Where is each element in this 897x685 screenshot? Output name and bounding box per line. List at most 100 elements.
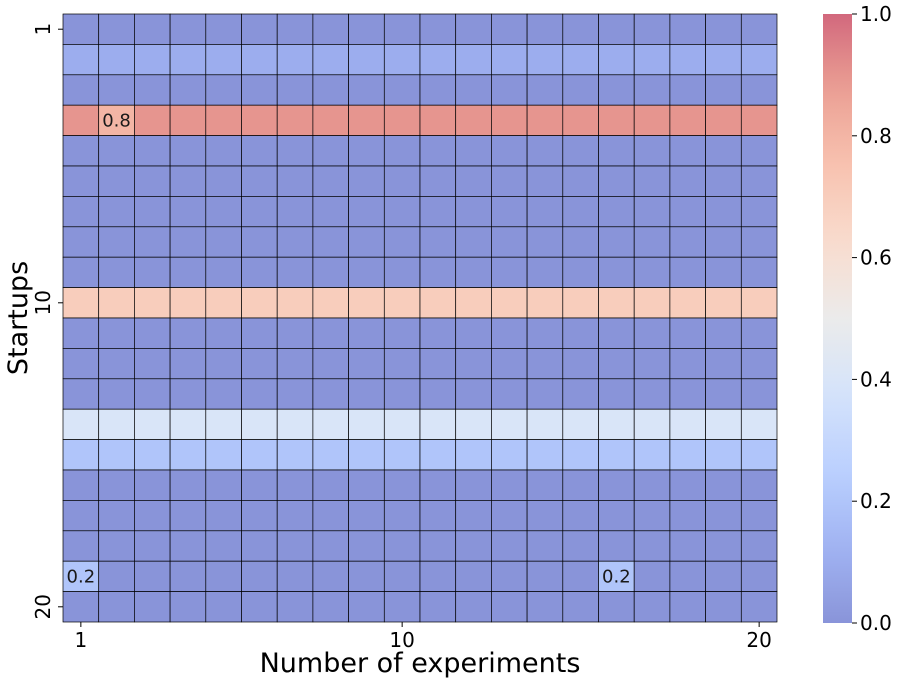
heatmap-cell xyxy=(562,256,599,288)
heatmap-cell xyxy=(312,44,349,76)
heatmap-cell xyxy=(276,44,314,76)
heatmap-cell xyxy=(134,500,171,532)
heatmap-cell xyxy=(276,196,314,228)
heatmap-cell xyxy=(491,530,528,562)
heatmap-cell xyxy=(98,439,135,471)
heatmap-cell xyxy=(740,226,778,258)
heatmap-cell xyxy=(526,287,564,319)
heatmap-cell xyxy=(98,135,135,167)
heatmap-cell xyxy=(419,226,457,258)
heatmap-cell xyxy=(62,560,100,592)
heatmap-cell xyxy=(205,500,242,532)
heatmap-cell xyxy=(419,530,457,562)
heatmap-cell xyxy=(669,196,706,228)
heatmap-cell xyxy=(276,135,314,167)
heatmap-cell xyxy=(598,165,635,197)
heatmap-cell xyxy=(205,135,242,167)
heatmap-cell xyxy=(705,560,742,592)
heatmap-cell xyxy=(134,439,171,471)
heatmap-cell xyxy=(491,104,528,136)
heatmap-cell xyxy=(312,226,349,258)
heatmap-cell xyxy=(312,196,349,228)
heatmap-cell xyxy=(705,135,742,167)
heatmap-cell xyxy=(134,165,171,197)
heatmap-cell xyxy=(455,378,492,410)
heatmap-cell xyxy=(598,226,635,258)
heatmap-cell xyxy=(348,500,385,532)
heatmap-cell xyxy=(205,560,242,592)
heatmap-cell xyxy=(526,439,564,471)
heatmap-cell xyxy=(276,256,314,288)
heatmap-cell xyxy=(526,469,564,501)
heatmap-cell xyxy=(169,104,207,136)
heatmap-cell xyxy=(740,530,778,562)
heatmap-cell xyxy=(241,104,278,136)
heatmap-cell xyxy=(348,135,385,167)
heatmap-cell xyxy=(491,408,528,440)
cell-annotation: 0.8 xyxy=(102,110,131,131)
heatmap-cell xyxy=(455,196,492,228)
heatmap-cell xyxy=(419,408,457,440)
colorbar-tick-label: 0.2 xyxy=(860,489,892,513)
heatmap-cell xyxy=(491,13,528,45)
heatmap-cell xyxy=(562,287,599,319)
heatmap-cell xyxy=(705,469,742,501)
heatmap-cell xyxy=(669,44,706,76)
heatmap-cell xyxy=(205,226,242,258)
heatmap-cell xyxy=(740,165,778,197)
heatmap-cell xyxy=(348,378,385,410)
heatmap-cell xyxy=(419,287,457,319)
heatmap-cell xyxy=(705,74,742,106)
heatmap-cell xyxy=(276,13,314,45)
heatmap-cell xyxy=(134,560,171,592)
heatmap-cell xyxy=(598,74,635,106)
heatmap-cell xyxy=(169,348,207,380)
heatmap-cell xyxy=(740,439,778,471)
heatmap-cell xyxy=(598,287,635,319)
y-tick-label: 20 xyxy=(31,594,55,619)
colorbar-tick-label: 0.0 xyxy=(860,611,892,635)
heatmap-cell xyxy=(312,560,349,592)
heatmap-cell xyxy=(669,317,706,349)
heatmap-cell xyxy=(526,256,564,288)
heatmap-cell xyxy=(98,378,135,410)
heatmap-cell xyxy=(205,469,242,501)
heatmap-cell xyxy=(562,74,599,106)
heatmap-cell xyxy=(598,13,635,45)
heatmap-cell xyxy=(491,591,528,623)
heatmap-cell xyxy=(241,348,278,380)
heatmap-cell xyxy=(348,226,385,258)
heatmap-cell xyxy=(491,439,528,471)
heatmap-cell xyxy=(419,165,457,197)
heatmap-cell xyxy=(383,469,421,501)
y-tick-label: 1 xyxy=(31,23,55,36)
heatmap-cell xyxy=(455,226,492,258)
heatmap-cell xyxy=(383,287,421,319)
heatmap-cell xyxy=(312,439,349,471)
heatmap-cell xyxy=(134,378,171,410)
heatmap-cell xyxy=(62,135,100,167)
heatmap-cell xyxy=(348,408,385,440)
heatmap-cell xyxy=(669,226,706,258)
heatmap-cell xyxy=(276,226,314,258)
heatmap-cell xyxy=(62,348,100,380)
heatmap-cell xyxy=(241,44,278,76)
heatmap-cell xyxy=(526,135,564,167)
heatmap-cell xyxy=(383,256,421,288)
heatmap-cell xyxy=(62,500,100,532)
heatmap-cell xyxy=(562,196,599,228)
heatmap-cell xyxy=(562,165,599,197)
heatmap-cell xyxy=(98,348,135,380)
heatmap-cell xyxy=(276,500,314,532)
heatmap-cell xyxy=(526,165,564,197)
heatmap-cell xyxy=(740,135,778,167)
colorbar-gradient xyxy=(823,14,852,623)
heatmap-cell xyxy=(633,530,671,562)
heatmap-cell xyxy=(383,13,421,45)
heatmap-cell xyxy=(598,560,635,592)
heatmap-cell xyxy=(383,378,421,410)
heatmap-cell xyxy=(205,256,242,288)
heatmap-cell xyxy=(241,165,278,197)
heatmap-cell xyxy=(705,348,742,380)
heatmap-cell xyxy=(598,591,635,623)
